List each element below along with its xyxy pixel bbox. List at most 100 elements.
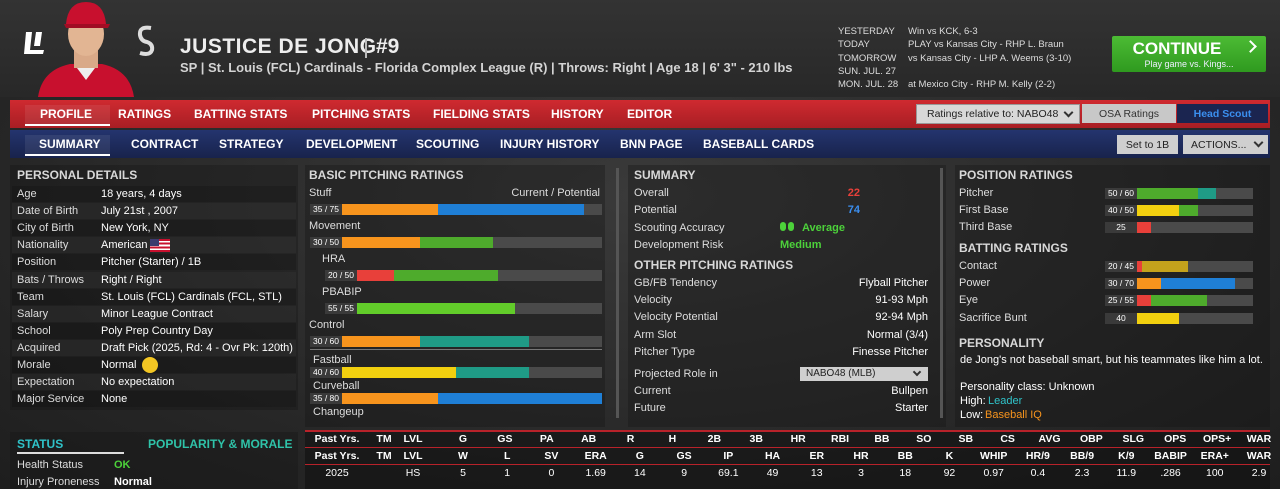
schedule-game: at Mexico City - RHP M. Kelly (2-2) <box>908 79 1056 91</box>
summary-value: 22 <box>847 187 860 199</box>
stats-cell: 0 <box>548 467 555 479</box>
main-tab[interactable]: EDITOR <box>627 107 673 121</box>
detail-value: Draft Pick (2025, Rd: 4 - Ovr Pk: 120th) <box>101 341 293 354</box>
actions-text: ACTIONS... <box>1191 139 1247 151</box>
role-row-label: Future <box>634 402 666 414</box>
stats-cell: R <box>626 433 635 445</box>
rating-bar-potential <box>1105 261 1189 272</box>
detail-value: July 21st , 2007 <box>101 205 179 218</box>
scout-toggle[interactable]: Head Scout <box>1177 104 1268 123</box>
role-dropdown[interactable]: NABO48 (MLB) <box>800 367 928 381</box>
stats-cell: 13 <box>810 467 823 479</box>
stats-cell: BB <box>897 450 913 462</box>
detail-row-bg <box>12 322 296 339</box>
stats-cell: HR <box>853 450 869 462</box>
stats-cell: TM <box>376 433 392 445</box>
rating-bar-current <box>325 303 516 314</box>
main-tab[interactable]: PITCHING STATS <box>312 107 411 121</box>
other-value: 92-94 Mph <box>875 311 928 324</box>
main-tab[interactable]: PROFILE <box>40 107 93 121</box>
other-label: Pitcher Type <box>634 345 695 358</box>
schedule-day: SUN. JUL. 27 <box>838 65 897 77</box>
stats-cell: Past Yrs. <box>314 433 360 445</box>
main-tab[interactable]: RATINGS <box>118 107 172 121</box>
stats-cell: 0.97 <box>983 467 1004 479</box>
sub-tab[interactable]: SUMMARY <box>39 137 101 151</box>
main-tab[interactable]: BATTING STATS <box>194 107 288 121</box>
flag-icon <box>150 239 170 253</box>
rating-bar-current <box>310 204 438 215</box>
rating-bar-potential <box>1105 295 1207 307</box>
rating-name: Stuff <box>309 187 332 199</box>
morale-icon <box>142 357 158 373</box>
rating-bar-current <box>310 336 420 347</box>
status-tab-underline <box>17 452 124 454</box>
pitch-name: Fastball <box>313 354 352 366</box>
sub-tab[interactable]: SCOUTING <box>416 137 480 151</box>
continue-sub: Play game vs. Kings... <box>1144 59 1234 69</box>
section-title: BATTING RATINGS <box>959 241 1068 255</box>
rating-bar-potential <box>1105 278 1235 290</box>
detail-value: None <box>101 393 128 406</box>
pitching-legend: Current / Potential <box>511 187 600 199</box>
rating-label: 40 / 60 <box>310 367 342 378</box>
detail-label: School <box>17 324 51 337</box>
schedule-game: vs Kansas City - LHP A. Weems (3-10) <box>908 52 1072 64</box>
sub-tab[interactable]: STRATEGY <box>219 137 284 151</box>
stats-cell: SV <box>544 450 559 462</box>
rating-name: HRA <box>322 253 346 265</box>
summary-label: Overall <box>634 187 669 199</box>
set-position-button[interactable]: Set to 1B <box>1117 135 1178 154</box>
osa-toggle[interactable]: OSA Ratings <box>1082 104 1176 123</box>
detail-label: Nationality <box>17 239 69 252</box>
rating-name: Sacrifice Bunt <box>959 311 1027 324</box>
rating-label: 35 / 80 <box>310 393 342 404</box>
rating-label: 25 / 55 <box>1105 295 1137 307</box>
binocular-left <box>780 221 786 231</box>
rating-bar-current <box>325 270 395 281</box>
rating-label: 50 / 60 <box>1105 188 1137 199</box>
stats-cell: BB/9 <box>1070 450 1095 462</box>
personal-title: PERSONAL DETAILS <box>17 168 138 182</box>
status-tab[interactable]: STATUS <box>17 437 64 451</box>
stats-cell: LVL <box>403 450 423 462</box>
stats-cell: H <box>668 433 677 445</box>
status-panel <box>10 432 298 489</box>
summary-title: SUMMARY <box>634 168 696 182</box>
rating-name: Pitcher <box>959 187 994 199</box>
detail-label: Age <box>17 188 37 200</box>
main-tab[interactable]: FIELDING STATS <box>433 107 530 121</box>
stats-cell: LVL <box>403 433 423 445</box>
rating-label: 40 <box>1105 312 1137 324</box>
pitch-name: Curveball <box>313 380 360 392</box>
stats-cell: BABIP <box>1154 450 1187 462</box>
main-tab[interactable]: HISTORY <box>551 107 604 121</box>
status-tab[interactable]: POPULARITY & MORALE <box>148 437 293 451</box>
role-row-label: Current <box>634 385 671 397</box>
ratings-dropdown[interactable]: Ratings relative to: NABO48 <box>916 104 1080 124</box>
sub-tab[interactable]: BASEBALL CARDS <box>703 137 815 151</box>
sub-tab[interactable]: INJURY HISTORY <box>500 137 600 151</box>
other-value: Flyball Pitcher <box>858 277 928 289</box>
role-dropdown-text: NABO48 (MLB) <box>806 368 876 379</box>
stats-cell: 3 <box>858 467 864 479</box>
continue-button[interactable]: CONTINUE Play game vs. Kings... <box>1112 36 1266 72</box>
stats-cell: 92 <box>943 467 956 479</box>
stats-cell: L <box>504 450 511 462</box>
rating-label: 35 / 75 <box>310 204 342 215</box>
other-label: Velocity Potential <box>634 311 718 324</box>
actions-button[interactable]: ACTIONS... <box>1183 135 1268 154</box>
sub-tab[interactable]: CONTRACT <box>131 137 199 151</box>
actions-arrow <box>1253 137 1264 148</box>
rating-bar-track <box>1105 312 1253 324</box>
sub-tab[interactable]: BNN PAGE <box>620 137 683 151</box>
active-tab-highlight <box>25 105 110 126</box>
detail-value: Minor League Contract <box>101 307 213 320</box>
stats-divider <box>305 464 1270 465</box>
stats-cell: GS <box>676 450 692 462</box>
rating-bar-potential <box>310 204 584 215</box>
trait-value: Baseball IQ <box>985 408 1042 421</box>
other-title: OTHER PITCHING RATINGS <box>634 258 794 272</box>
sub-tab[interactable]: DEVELOPMENT <box>306 137 398 151</box>
other-value: 91-93 Mph <box>875 294 928 307</box>
